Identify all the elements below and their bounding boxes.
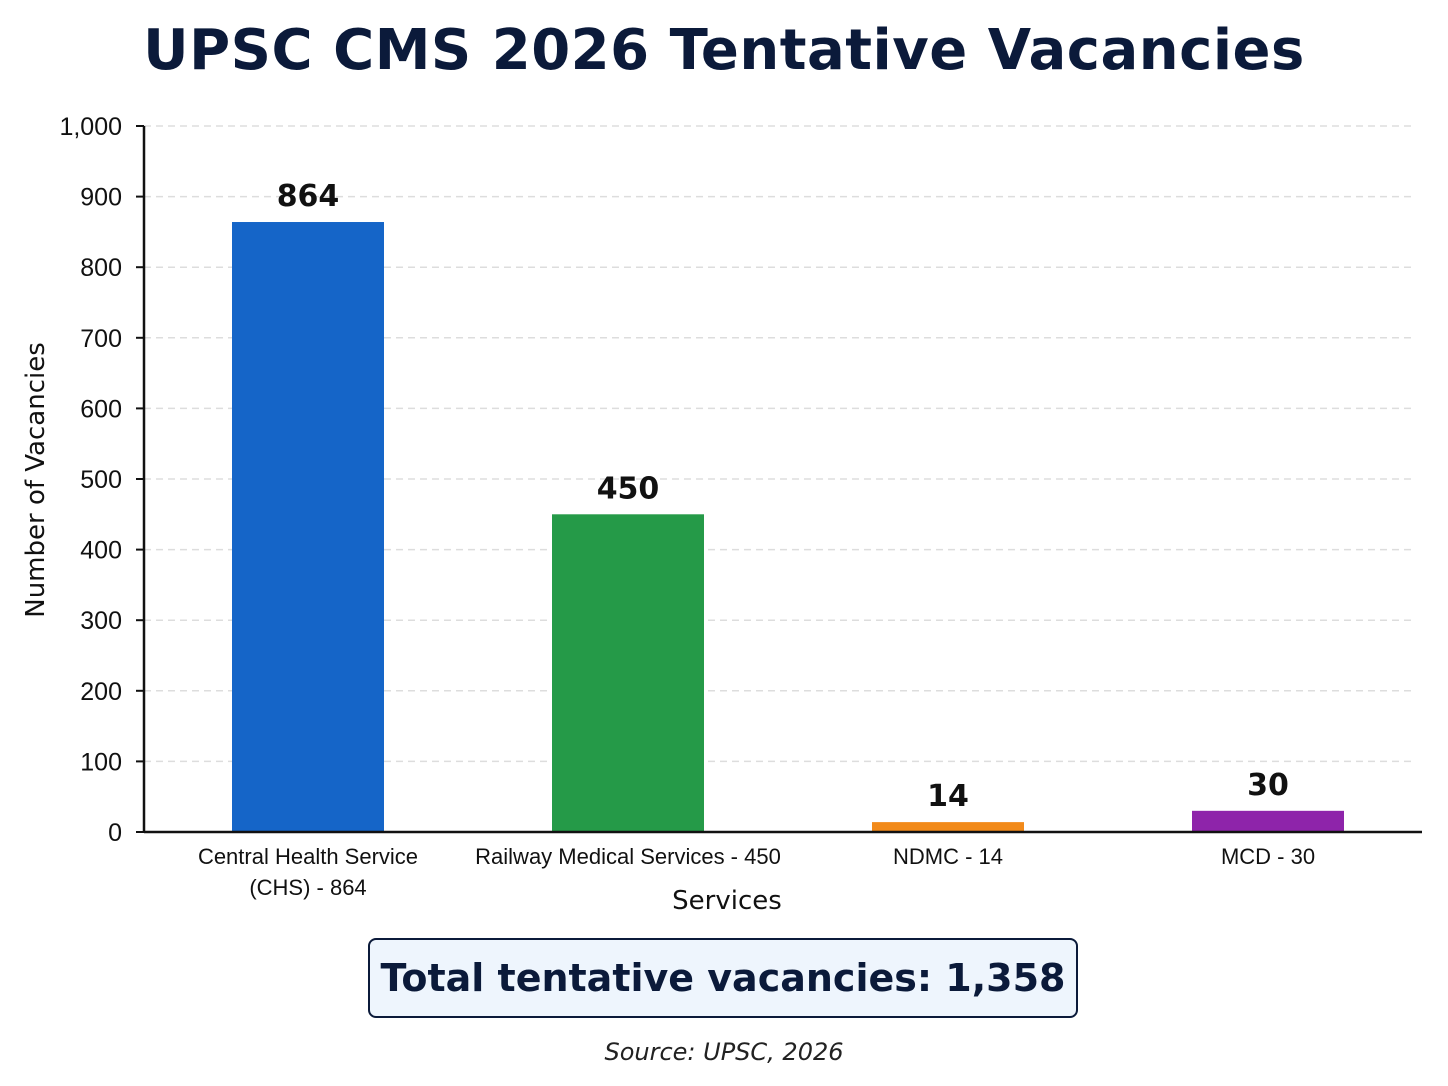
total-vacancies-box: Total tentative vacancies: 1,358 <box>368 938 1078 1018</box>
x-category-label-line: (CHS) - 864 <box>249 875 366 900</box>
gridlines <box>144 125 1416 763</box>
y-tick-label: 700 <box>80 325 122 353</box>
y-axis-title: Number of Vacancies <box>21 342 51 618</box>
x-category-label: Central Health Service (CHS) - 864 <box>198 844 418 900</box>
y-tick-label: 600 <box>80 395 122 423</box>
bar <box>1192 810 1344 832</box>
x-category-label: MCD - 30 <box>1221 844 1315 869</box>
bar <box>232 222 384 833</box>
x-category-label: Railway Medical Services - 450 <box>475 844 781 869</box>
x-category-label-line: Central Health Service <box>198 844 418 869</box>
y-tick-label: 300 <box>80 607 122 635</box>
source-note: Source: UPSC, 2026 <box>604 1038 844 1066</box>
total-vacancies-text: Total tentative vacancies: 1,358 <box>380 956 1066 1000</box>
y-tick-label: 800 <box>80 254 122 282</box>
bar-chart: 0 100 200 300 400 500 600 700 800 900 1,000 864 Cent… <box>21 113 1422 916</box>
y-tick-label: 1,000 <box>59 113 122 141</box>
x-category-label-line: MCD - 30 <box>1221 844 1315 869</box>
x-category-label-line: NDMC - 14 <box>893 844 1003 869</box>
bars <box>232 222 1344 833</box>
y-tick-label: 900 <box>80 184 122 212</box>
labels: 0 100 200 300 400 500 600 700 800 900 1,000 864 Cent… <box>59 113 1315 900</box>
bar-value-label: 14 <box>927 779 969 814</box>
x-axis-title: Services <box>672 886 782 916</box>
axes <box>136 125 1422 834</box>
bar <box>552 514 704 832</box>
bar-value-label: 30 <box>1247 768 1289 803</box>
y-tick-label: 200 <box>80 678 122 706</box>
y-tick-label: 400 <box>80 537 122 565</box>
bar-value-label: 450 <box>597 471 660 506</box>
bar-value-label: 864 <box>277 179 340 214</box>
y-tick-label: 0 <box>108 819 122 847</box>
bar <box>872 822 1024 832</box>
y-tick-label: 500 <box>80 466 122 494</box>
chart-title: UPSC CMS 2026 Tentative Vacancies <box>143 18 1305 83</box>
y-tick-label: 100 <box>80 748 122 776</box>
x-category-label: NDMC - 14 <box>893 844 1003 869</box>
x-category-label-line: Railway Medical Services - 450 <box>475 844 781 869</box>
